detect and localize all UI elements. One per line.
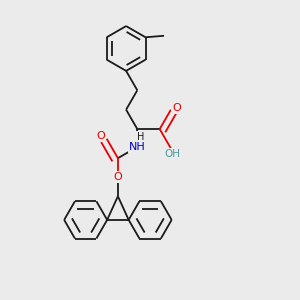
Text: O: O [113,172,122,182]
Text: NH: NH [129,142,146,152]
Text: H: H [136,131,144,142]
Text: O: O [172,103,181,113]
Text: OH: OH [164,149,180,159]
Text: O: O [96,131,105,141]
